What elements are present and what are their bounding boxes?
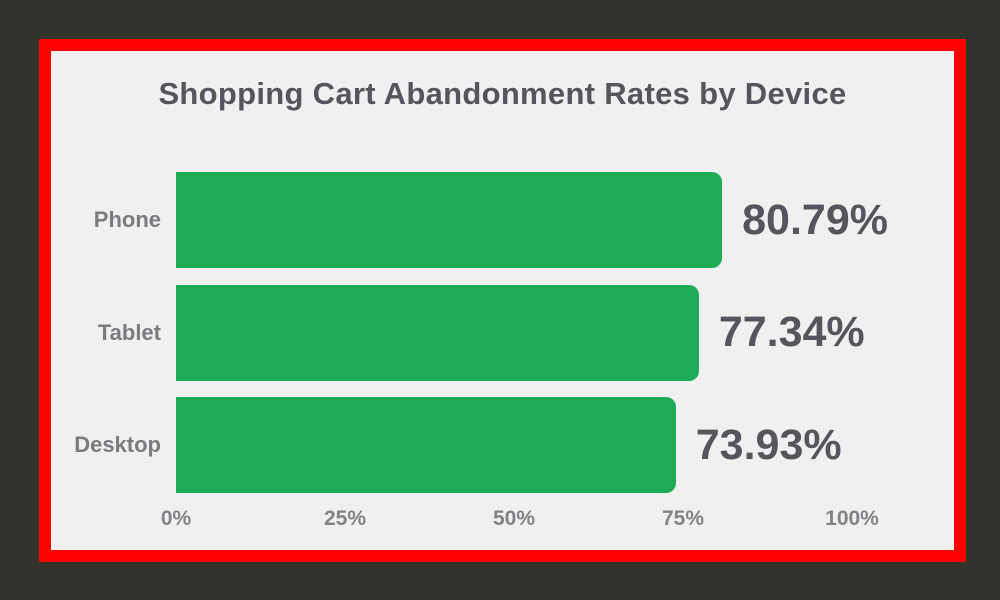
x-axis-tick-label: 100%	[825, 507, 879, 530]
value-label: 73.93%	[695, 420, 842, 469]
value-label: 77.34%	[718, 308, 865, 356]
value-label: 80.79%	[742, 195, 888, 244]
category-label: Desktop	[74, 432, 161, 457]
chart-panel: Shopping Cart Abandonment Rates by Devic…	[51, 51, 954, 550]
x-axis-tick-label: 0%	[160, 507, 192, 530]
x-axis-tick-label: 75%	[661, 507, 705, 530]
bar	[176, 397, 676, 493]
red-frame: Shopping Cart Abandonment Rates by Devic…	[39, 39, 966, 562]
bar-chart: Phone 80.79% Tablet 77.34% Desktop 73.93…	[51, 51, 954, 550]
bar-row: Phone 80.79%	[51, 172, 954, 268]
bar-row: Desktop 73.93%	[51, 397, 954, 493]
x-axis-tick-label: 50%	[492, 507, 536, 530]
chart-title: Shopping Cart Abandonment Rates by Devic…	[158, 76, 847, 111]
bar	[176, 284, 699, 381]
category-label: Tablet	[97, 319, 161, 345]
category-label: Phone	[93, 207, 161, 232]
bar-row: Tablet 77.34%	[51, 284, 954, 381]
x-axis: 0% 25% 50% 75% 100%	[51, 507, 954, 535]
x-axis-tick-label: 25%	[323, 507, 367, 530]
bar	[176, 172, 723, 268]
